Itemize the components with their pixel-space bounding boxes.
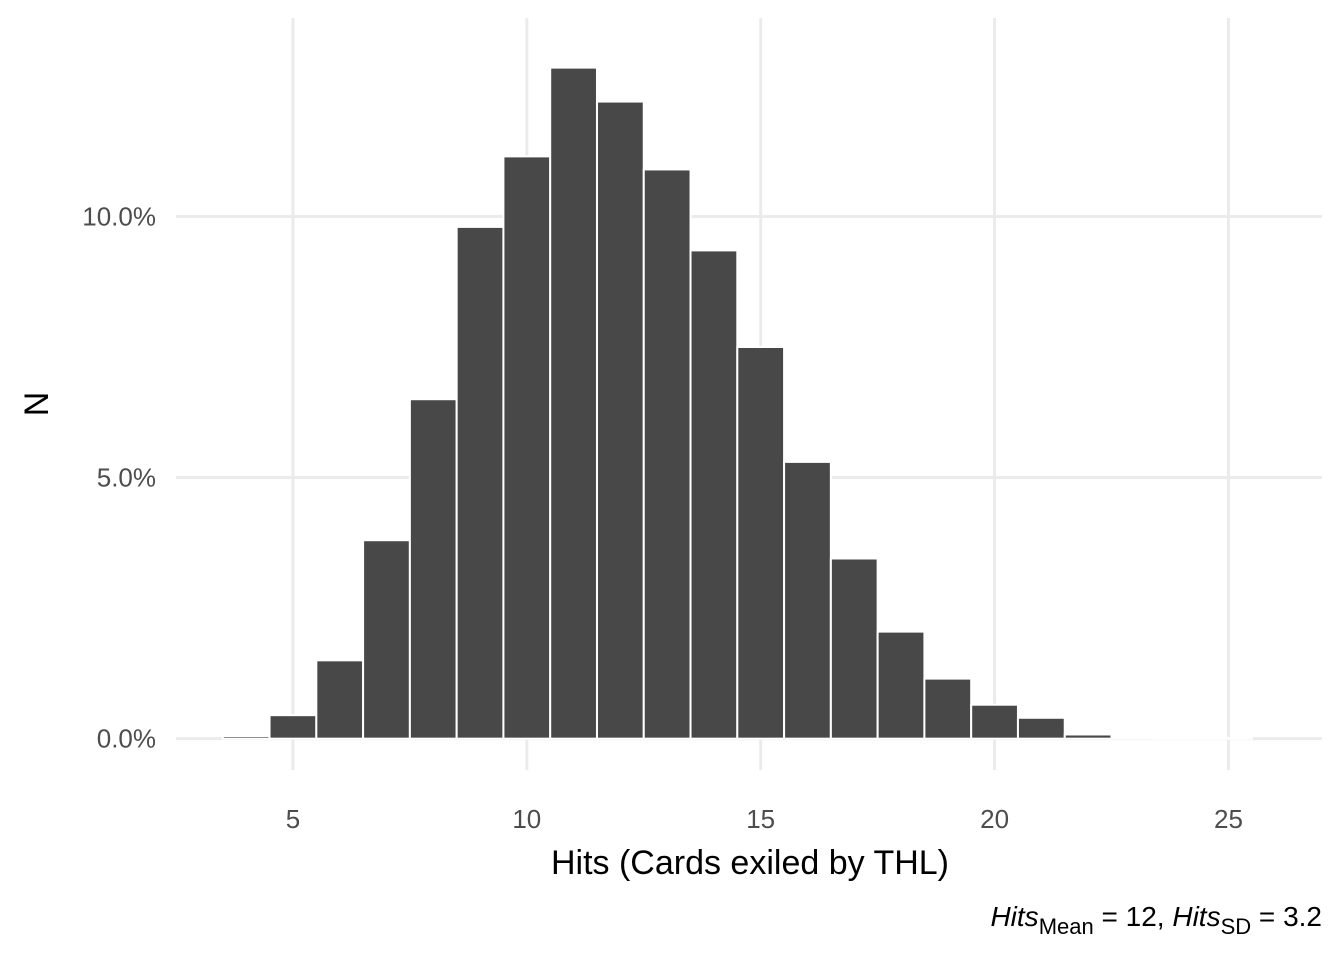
histogram-bar <box>923 677 973 740</box>
x-axis-title: Hits (Cards exiled by THL) <box>551 844 949 882</box>
stats-caption: HitsMean = 12, HitsSD = 3.2 <box>990 901 1322 939</box>
histogram-bar <box>829 557 879 740</box>
histogram-bar <box>549 66 598 740</box>
caption-sub-mean: Mean <box>1039 914 1094 939</box>
x-axis-ticks: 5 10 15 20 25 <box>286 804 1243 834</box>
histogram-bar <box>408 398 458 740</box>
histogram-bar <box>455 225 505 740</box>
caption-val-mean: = 12, <box>1094 901 1173 932</box>
histogram-bar <box>221 735 271 740</box>
x-tick-label: 5 <box>286 804 300 834</box>
x-tick-label: 20 <box>980 804 1009 834</box>
histogram-bar <box>783 460 832 740</box>
histogram-bar <box>689 249 739 740</box>
histogram-bar <box>502 155 552 740</box>
histogram-bar <box>642 168 692 740</box>
histogram-bar <box>970 703 1019 740</box>
histogram-bar <box>1016 716 1066 740</box>
histogram-bar <box>1063 733 1113 740</box>
y-tick-label: 5.0% <box>97 463 156 493</box>
x-tick-label: 25 <box>1214 804 1243 834</box>
y-axis-ticks: 0.0% 5.0% 10.0% <box>82 201 156 753</box>
histogram-bar <box>268 714 318 740</box>
y-axis-title: N <box>18 392 56 417</box>
caption-var-sd: Hits <box>1172 901 1220 932</box>
caption-val-sd: = 3.2 <box>1251 901 1322 932</box>
y-tick-label: 10.0% <box>82 201 156 231</box>
x-tick-label: 10 <box>512 804 541 834</box>
y-tick-label: 0.0% <box>97 724 156 754</box>
x-tick-label: 15 <box>746 804 775 834</box>
bars <box>221 66 1253 740</box>
histogram-bar <box>736 346 786 740</box>
histogram-bar <box>876 630 926 740</box>
histogram-bar <box>362 539 411 740</box>
histogram-bar <box>1204 737 1253 740</box>
histogram-bar <box>1157 737 1207 740</box>
histogram-bar <box>1110 736 1160 740</box>
histogram-bar <box>595 100 645 740</box>
histogram-bar <box>315 659 365 740</box>
caption-var-mean: Hits <box>990 901 1038 932</box>
caption-sub-sd: SD <box>1221 914 1252 939</box>
